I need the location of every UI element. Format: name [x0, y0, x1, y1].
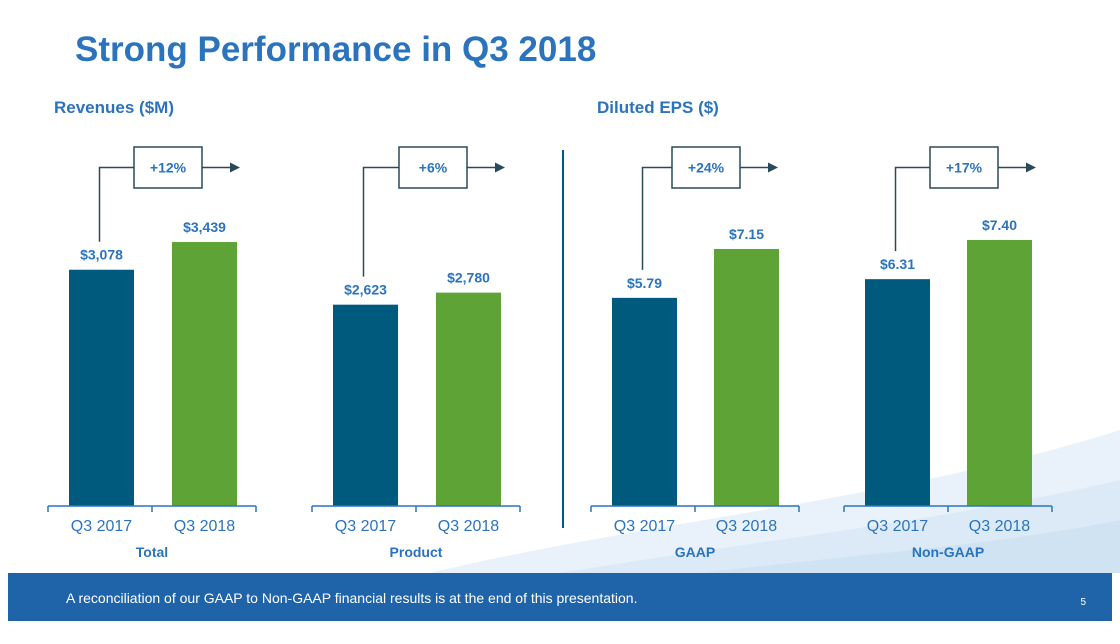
- tick-label: Q3 2017: [71, 518, 132, 535]
- tick-label: Q3 2017: [867, 518, 928, 535]
- change-box: [398, 146, 468, 189]
- section-title-eps: Diluted EPS ($): [597, 98, 719, 117]
- data-label: $7.15: [729, 226, 764, 242]
- data-label: $6.31: [880, 256, 915, 272]
- tick-label: Q3 2017: [614, 518, 675, 535]
- change-box: [929, 146, 999, 189]
- change-box: [671, 146, 741, 189]
- change-connector: [641, 166, 672, 270]
- group-label: Non-GAAP: [912, 544, 984, 560]
- slide-title: Strong Performance in Q3 2018: [75, 30, 597, 69]
- data-label: $7.40: [982, 217, 1017, 233]
- tick-label: Q3 2018: [174, 518, 235, 535]
- group-label: GAAP: [675, 544, 715, 560]
- data-label: $3,078: [80, 247, 123, 263]
- change-label: +6%: [419, 160, 448, 176]
- change-connector: [98, 166, 134, 242]
- data-label: $3,439: [183, 219, 226, 235]
- tick-label: Q3 2018: [969, 518, 1030, 535]
- data-label: $2,623: [344, 282, 387, 298]
- bar-gaap-1: [714, 248, 779, 506]
- footer-bar: A reconciliation of our GAAP to Non-GAAP…: [8, 573, 1112, 621]
- data-label: $2,780: [447, 270, 490, 286]
- footer-note: A reconciliation of our GAAP to Non-GAAP…: [66, 590, 638, 606]
- section-title-revenues: Revenues ($M): [54, 98, 174, 117]
- bar-total-0: [69, 269, 134, 506]
- bar-product-1: [436, 292, 501, 506]
- change-arrow-head: [495, 162, 505, 173]
- group-label: Total: [136, 544, 168, 560]
- data-label: $5.79: [627, 275, 662, 291]
- bar-non-gaap-1: [967, 239, 1032, 507]
- group-label: Product: [390, 544, 443, 560]
- change-arrow-head: [1026, 162, 1036, 173]
- bar-gaap-0: [612, 297, 677, 506]
- page-number: 5: [1080, 597, 1086, 608]
- change-connector: [894, 166, 930, 252]
- bar-product-0: [333, 304, 398, 506]
- tick-label: Q3 2018: [716, 518, 777, 535]
- tick-label: Q3 2017: [335, 518, 396, 535]
- change-label: +17%: [946, 160, 983, 176]
- change-arrow-head: [768, 162, 778, 173]
- change-connector: [362, 166, 399, 277]
- change-box: [133, 146, 203, 189]
- tick-label: Q3 2018: [438, 518, 499, 535]
- bar-non-gaap-0: [865, 279, 930, 506]
- change-label: +12%: [150, 160, 187, 176]
- bar-total-1: [172, 242, 237, 506]
- change-arrow-head: [230, 162, 240, 173]
- change-label: +24%: [688, 160, 725, 176]
